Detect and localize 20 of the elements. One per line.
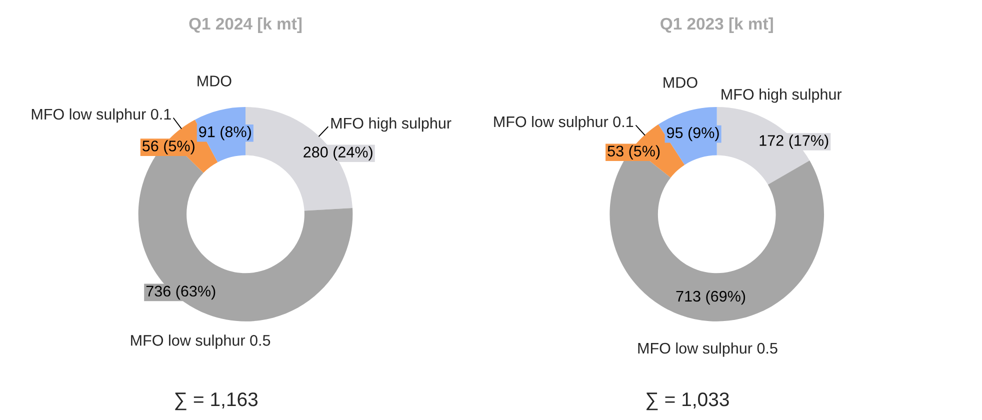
data-label: 736 (63%) — [146, 285, 216, 300]
data-label: 91 (8%) — [199, 126, 251, 140]
data-label: 53 (5%) — [608, 145, 660, 160]
data-label: 172 (17%) — [760, 134, 828, 149]
slice-label: MFO low sulphur 0.1 — [32, 108, 171, 123]
data-label: 95 (9%) — [667, 126, 719, 142]
slice-label: MFO high sulphur — [722, 88, 842, 103]
slice-label: MFO low sulphur 0.5 — [131, 334, 270, 349]
data-label: 713 (69%) — [676, 290, 746, 305]
slice-label: MFO high sulphur — [331, 117, 452, 132]
text: ∑ = 1,033 — [646, 392, 729, 410]
text: ∑ = 1,163 — [175, 392, 258, 410]
data-label: 280 (24%) — [304, 146, 372, 161]
slice-label: MDO — [664, 77, 698, 88]
chart-title: Q1 2023 [k mt] — [660, 17, 773, 33]
chart-title: Q1 2024 [k mt] — [189, 17, 302, 33]
data-label: 56 (5%) — [142, 140, 194, 154]
slice-label: MFO low sulphur 0.1 — [494, 116, 634, 130]
slice-label: MFO low sulphur 0.5 — [638, 342, 778, 357]
slice-label: MDO — [198, 76, 232, 86]
